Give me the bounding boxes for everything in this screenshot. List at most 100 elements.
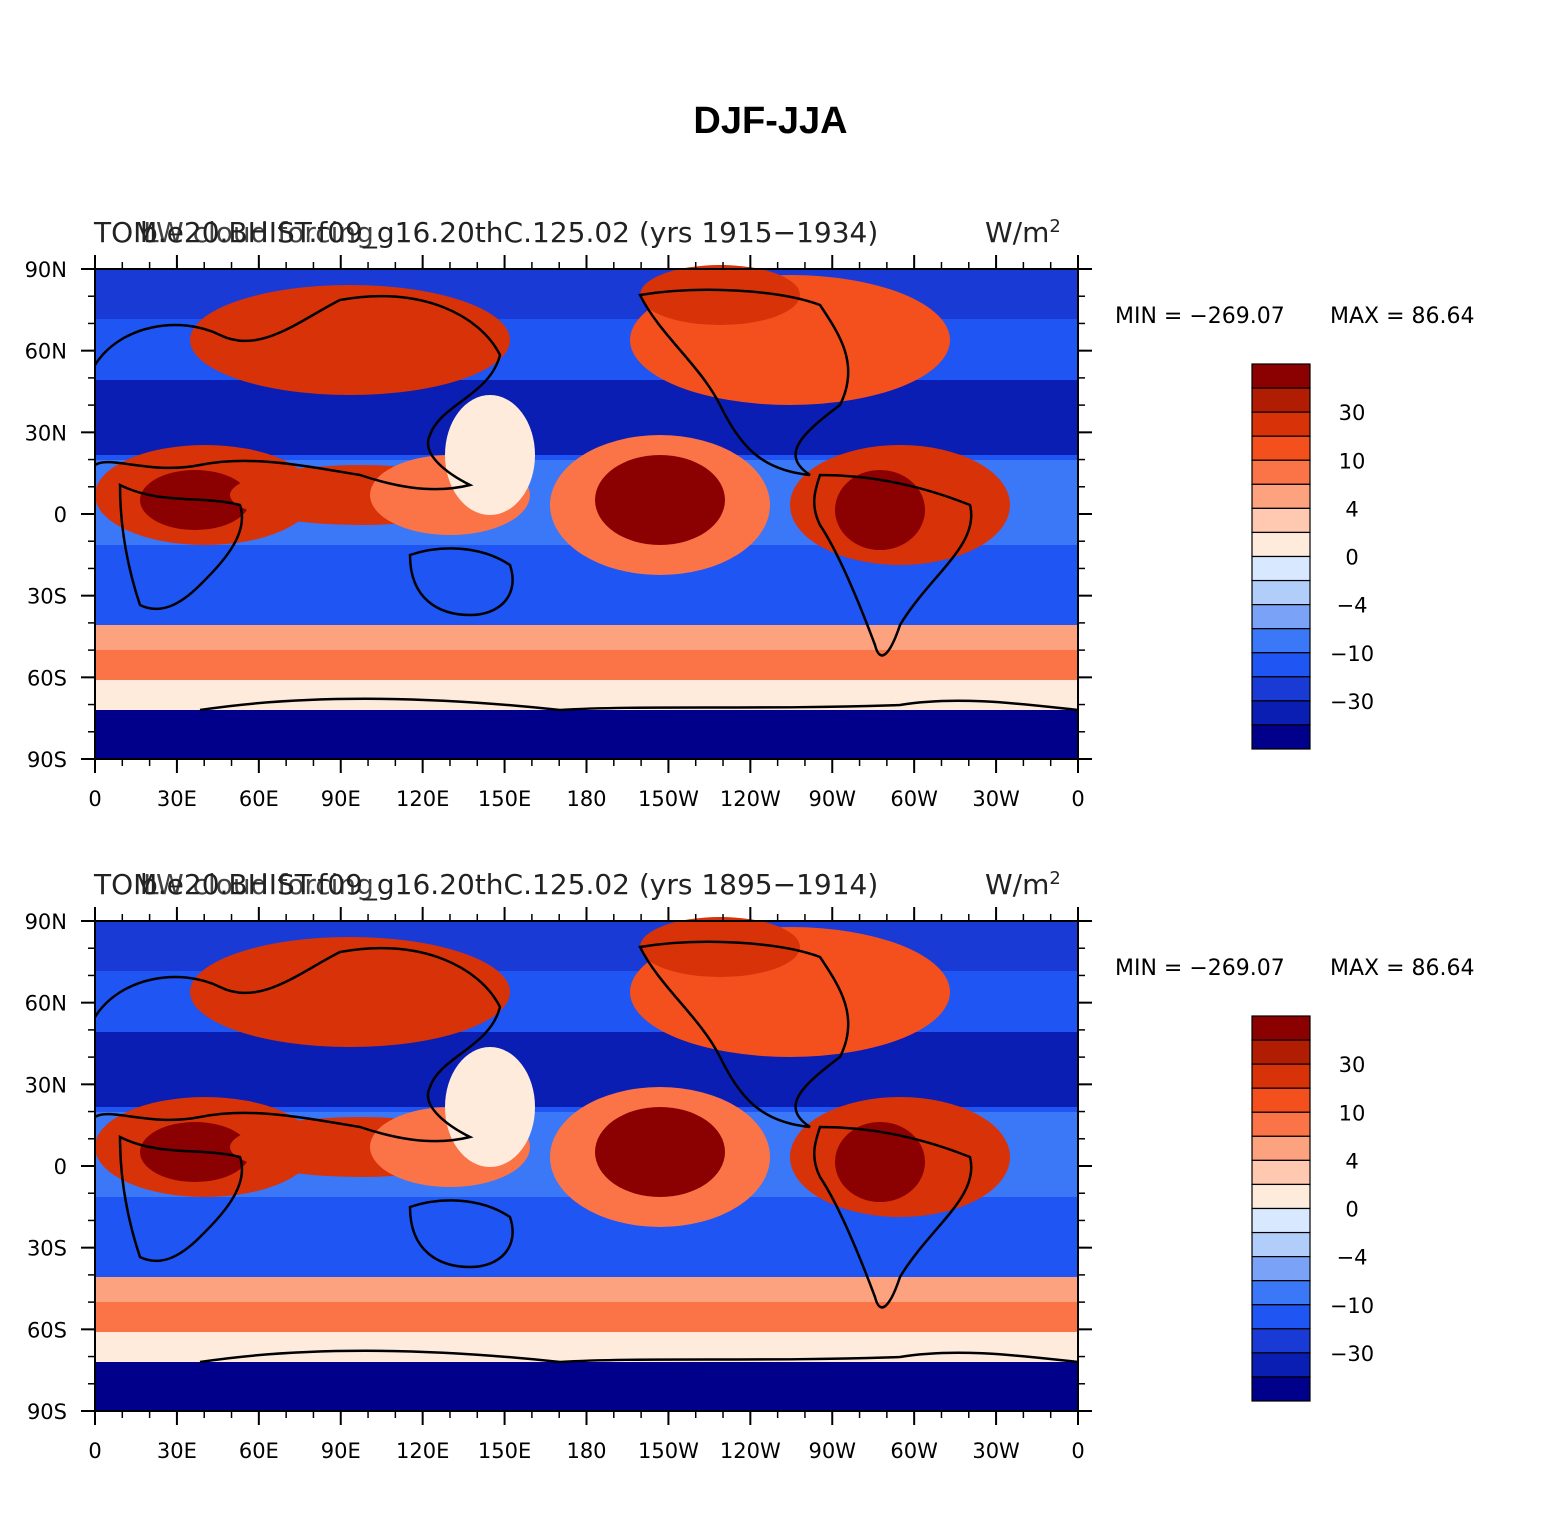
lat-label: 0	[54, 503, 67, 527]
colorbar-swatch	[1251, 483, 1311, 509]
panel-case-title: b.e20.BHIST.f09_g16.20thC.125.02 (yrs 19…	[140, 216, 878, 249]
colorbar-label: −30	[1330, 1342, 1374, 1366]
alaska-warm	[640, 917, 800, 977]
lon-label: 120E	[396, 1439, 449, 1463]
lat-label: 60S	[27, 1318, 67, 1342]
colorbar-swatch	[1251, 459, 1311, 485]
panel-svg: TOM b.e20.BHIST.f09_g16.20thC.125.02 (yr…	[25, 216, 1475, 811]
lon-label: 0	[1071, 1439, 1084, 1463]
colorbar-label: 4	[1345, 1149, 1358, 1173]
lon-label: 60E	[239, 787, 279, 811]
lat-label: 90N	[25, 910, 67, 934]
lat-label: 60N	[25, 340, 67, 364]
figure-title: DJF-JJA	[693, 100, 848, 142]
lon-label: 90W	[809, 787, 857, 811]
lat-label: 90N	[25, 258, 67, 282]
colorbar-label: −10	[1330, 1294, 1374, 1318]
map-panel-2: TOM b.e20.BHIST.f09_g16.20thC.125.02 (yr…	[0, 857, 1541, 1517]
colorbar-label: 4	[1345, 497, 1358, 521]
colorbar-swatch	[1251, 1087, 1311, 1113]
colorbar-swatch	[1251, 1231, 1311, 1258]
colorbar-swatch	[1251, 387, 1311, 413]
panel-left-title: TOM	[93, 216, 157, 249]
lon-label: 180	[566, 1439, 606, 1463]
colorbar-labels: 30 10 4 0 −4 −10 −30	[1330, 401, 1374, 714]
lon-label: 30W	[972, 787, 1020, 811]
southern-ocean-band-3	[95, 1332, 1078, 1362]
colorbar-swatch	[1251, 1063, 1311, 1089]
colorbar-swatch	[1251, 435, 1311, 461]
latitude-labels: 90N 60N 30N 0 30S 60S 90S	[25, 910, 67, 1424]
antarctica-band	[95, 710, 1078, 759]
colorbar-swatch	[1251, 1015, 1311, 1041]
lon-label: 0	[1071, 787, 1084, 811]
colorbar-swatch	[1251, 1256, 1311, 1282]
southern-ocean-band-3	[95, 680, 1078, 710]
colorbar-swatch	[1251, 1039, 1311, 1065]
latitude-labels: 90N 60N 30N 0 30S 60S 90S	[25, 258, 67, 772]
lat-label: 60S	[27, 666, 67, 690]
lon-label: 150W	[638, 1439, 699, 1463]
lon-label: 30E	[157, 1439, 197, 1463]
panel-field-subtitle: LW cloud forcing	[143, 868, 374, 901]
units-text: W/m	[985, 868, 1049, 901]
lat-label: 30N	[25, 1073, 67, 1097]
colorbar-swatch	[1251, 363, 1311, 389]
colorbar-label: −30	[1330, 690, 1374, 714]
panel-units: W/m2	[985, 216, 1061, 249]
colorbar-label: 10	[1339, 1101, 1366, 1125]
colorbar-swatch	[1251, 1159, 1311, 1186]
colorbar	[1251, 363, 1311, 750]
lon-label: 150W	[638, 787, 699, 811]
units-text: W/m	[985, 216, 1049, 249]
lon-label: 90E	[321, 787, 361, 811]
map-plot-area	[93, 917, 1079, 1412]
antarctica-band	[95, 1362, 1078, 1411]
lat-label: 30S	[27, 585, 67, 609]
asia-warm	[190, 285, 510, 395]
max-value-label: MAX = 86.64	[1330, 956, 1475, 981]
colorbar-swatch	[1251, 1111, 1311, 1137]
longitude-labels: 0 30E 60E 90E 120E 150E 180 150W 120W 90W 60W 30W 0	[88, 1439, 1084, 1463]
colorbar-label: 0	[1345, 1198, 1358, 1222]
lat-label: 0	[54, 1155, 67, 1179]
colorbar-swatch	[1251, 604, 1311, 630]
southern-ocean-band-1	[95, 1277, 1078, 1302]
lat-label: 30N	[25, 421, 67, 445]
colorbar-swatch	[1251, 1304, 1311, 1330]
lon-label: 60W	[890, 1439, 938, 1463]
nh-subtropic-band	[95, 1032, 1078, 1107]
longitude-labels: 0 30E 60E 90E 120E 150E 180 150W 120W 90W 60W 30W 0	[88, 787, 1084, 811]
units-superscript: 2	[1049, 216, 1060, 237]
colorbar-swatch	[1251, 1183, 1311, 1210]
colorbar-swatch	[1251, 700, 1311, 726]
lat-label: 30S	[27, 1237, 67, 1261]
min-value-label: MIN = −269.07	[1115, 956, 1285, 981]
west-pacific-warm	[445, 395, 535, 515]
colorbar-swatch	[1251, 1135, 1311, 1161]
central-pacific-core	[595, 1107, 725, 1197]
panel-svg: TOM b.e20.BHIST.f09_g16.20thC.125.02 (yr…	[25, 868, 1475, 1463]
colorbar-swatch	[1251, 1207, 1311, 1234]
lon-label: 120W	[720, 787, 781, 811]
colorbar-swatch	[1251, 724, 1311, 750]
colorbar-swatch	[1251, 411, 1311, 437]
lat-label: 60N	[25, 992, 67, 1016]
coastlines	[93, 940, 1079, 1364]
lon-label: 0	[88, 1439, 101, 1463]
axis-ticks	[81, 907, 1092, 1425]
lon-label: 180	[566, 787, 606, 811]
colorbar	[1251, 1015, 1311, 1402]
lon-label: 90W	[809, 1439, 857, 1463]
colorbar-label: −10	[1330, 642, 1374, 666]
colorbar-label: 0	[1345, 546, 1358, 570]
max-value-label: MAX = 86.64	[1330, 304, 1475, 329]
colorbar-swatch	[1251, 1280, 1311, 1306]
nh-subtropic-band	[95, 380, 1078, 455]
units-superscript: 2	[1049, 868, 1060, 889]
colorbar-swatch	[1251, 1352, 1311, 1378]
colorbar-label: 10	[1339, 449, 1366, 473]
colorbar-swatch	[1251, 1376, 1311, 1402]
lon-label: 120W	[720, 1439, 781, 1463]
colorbar-swatch	[1251, 531, 1311, 558]
